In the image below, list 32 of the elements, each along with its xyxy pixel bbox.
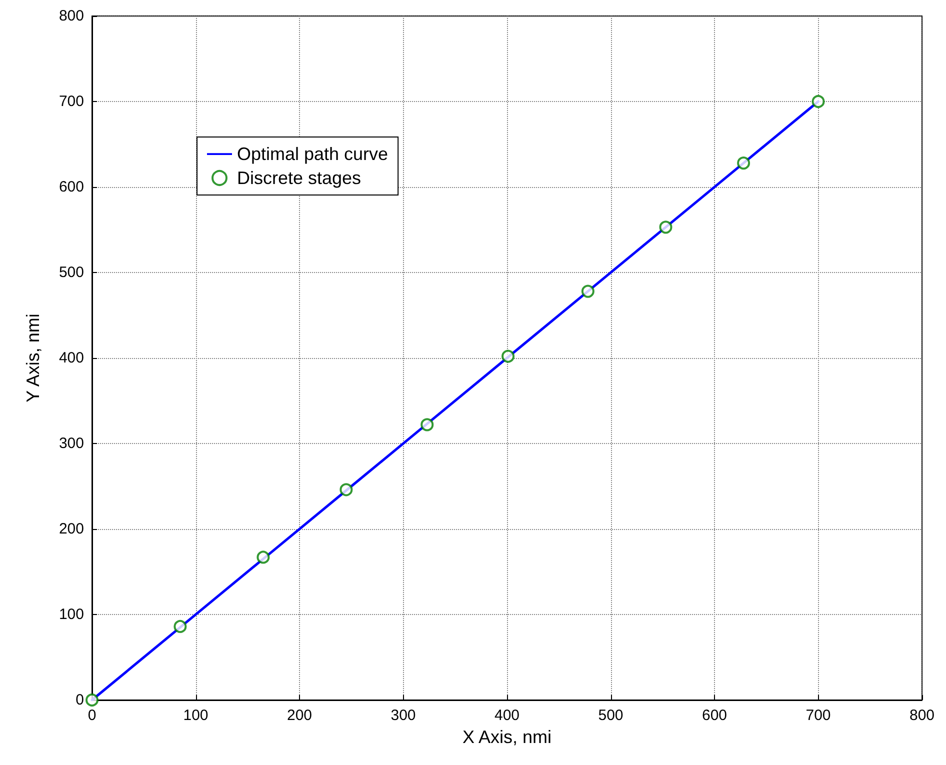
point [812,95,825,108]
x-tick-label: 100 [183,707,208,724]
point [581,284,594,298]
y-tick-label: 400 [58,350,84,366]
point [659,220,672,234]
y-tick-label: 500 [58,264,84,281]
x-tick-label: 600 [702,707,728,724]
x-tick-label: 700 [806,707,831,724]
y-tick-label: 300 [58,435,84,452]
x-tick-label: 400 [494,707,520,724]
x-tick-label: 300 [390,707,416,724]
x-tick-label: 500 [598,707,624,724]
y-axis-title: Y Axis, nmi [23,314,43,402]
y-tick-label: 100 [58,606,84,623]
x-axis-title: X Axis, nmi [462,727,552,747]
point [502,350,515,363]
y-tick-label: 800 [58,8,84,24]
x-tick-label: 800 [909,707,935,724]
y-tick-label: 600 [58,178,84,196]
y-tick-label: 0 [76,692,84,708]
point [737,156,750,170]
point [86,694,98,706]
legend-label: Discrete stages [237,168,362,188]
y-tick-label: 700 [58,93,84,110]
point [256,550,270,564]
point [174,620,187,633]
point [420,418,434,432]
y-tick-label: 200 [58,520,84,538]
x-tick-label: 0 [88,707,96,724]
point [340,483,353,496]
x-tick-label: 200 [286,707,312,724]
legend-label: Optimal path curve [237,144,388,164]
